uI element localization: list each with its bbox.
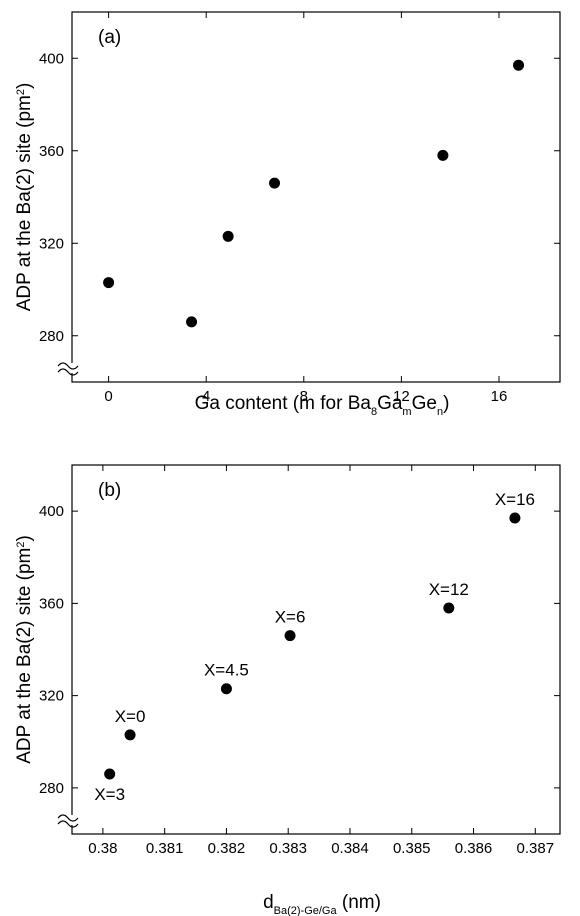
y-tick-label: 400 bbox=[39, 50, 64, 67]
data-point bbox=[269, 177, 281, 189]
data-point bbox=[124, 729, 136, 741]
x-axis-label: Ga content (m for Ba8GamGen) bbox=[195, 393, 450, 418]
panel-label: (a) bbox=[98, 27, 121, 48]
point-annotation: X=6 bbox=[275, 608, 306, 627]
panel-b: 0.38 0.381 0.382 0.383 0.384 0.385 0.386 0.387 2… bbox=[14, 464, 561, 916]
y-tick-label: 320 bbox=[39, 235, 64, 252]
y-tick-label: 360 bbox=[39, 595, 64, 612]
data-point bbox=[220, 683, 232, 695]
x-tick-label: 0.387 bbox=[517, 840, 555, 857]
y-tick-label: 280 bbox=[39, 328, 64, 345]
point-annotation: X=4.5 bbox=[204, 661, 249, 680]
y-axis-label: ADP at the Ba(2) site (pm2) bbox=[14, 535, 35, 764]
x-tick-label: 4 bbox=[202, 388, 210, 405]
data-point bbox=[222, 230, 234, 242]
x-tick-label: 8 bbox=[300, 388, 308, 405]
point-annotation: X=16 bbox=[495, 490, 535, 509]
x-tick-label: 0.384 bbox=[331, 840, 369, 857]
y-tick-label: 280 bbox=[39, 780, 64, 797]
axis-break-mark bbox=[57, 368, 79, 376]
panel-a: 0 4 8 12 16 280 320 360 400 (a) ADP at the Ba(2) s… bbox=[14, 11, 561, 418]
x-tick-label: 0.385 bbox=[393, 840, 431, 857]
plot-frame bbox=[71, 11, 561, 383]
x-tick-label: 0.381 bbox=[146, 840, 184, 857]
data-point bbox=[103, 277, 115, 289]
point-annotation: X=12 bbox=[429, 580, 469, 599]
y-tick-label: 360 bbox=[39, 143, 64, 160]
x-tick-label: 0 bbox=[104, 388, 112, 405]
x-tick-label: 0.38 bbox=[88, 840, 117, 857]
x-tick-label: 0.386 bbox=[455, 840, 493, 857]
point-annotation: X=3 bbox=[94, 785, 125, 804]
data-point bbox=[509, 512, 521, 524]
axis-break-mark bbox=[57, 814, 79, 822]
axis-break-mask bbox=[59, 363, 79, 373]
point-annotation: X=0 bbox=[115, 707, 146, 726]
axis-break-mark bbox=[57, 820, 79, 828]
y-tick-label: 320 bbox=[39, 688, 64, 705]
panel-label: (b) bbox=[98, 480, 121, 501]
data-point bbox=[186, 316, 198, 328]
x-tick-label: 12 bbox=[393, 388, 410, 405]
data-point bbox=[513, 59, 525, 71]
y-axis-label: ADP at the Ba(2) site (pm2) bbox=[14, 83, 35, 312]
x-axis-label: dBa(2)-Ge/Ga (nm) bbox=[263, 892, 381, 916]
data-point bbox=[437, 149, 449, 161]
data-point bbox=[104, 768, 116, 780]
plot-frame bbox=[71, 464, 561, 835]
data-point bbox=[284, 630, 296, 642]
axis-break-mark bbox=[57, 362, 79, 370]
data-point bbox=[443, 602, 455, 614]
x-tick-label: 0.382 bbox=[208, 840, 246, 857]
axis-break-mask bbox=[59, 815, 79, 825]
y-tick-label: 400 bbox=[39, 503, 64, 520]
x-tick-label: 0.383 bbox=[269, 840, 307, 857]
x-tick-label: 16 bbox=[491, 388, 508, 405]
